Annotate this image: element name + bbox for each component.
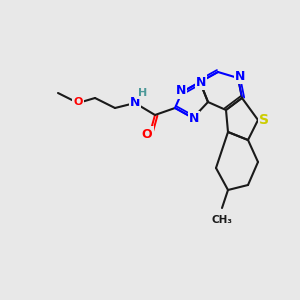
- Text: CH₃: CH₃: [212, 215, 233, 225]
- Text: O: O: [142, 128, 152, 140]
- Text: N: N: [235, 70, 245, 83]
- Text: N: N: [176, 85, 186, 98]
- Text: O: O: [73, 97, 83, 107]
- Text: N: N: [130, 97, 140, 110]
- Text: N: N: [189, 112, 199, 125]
- Text: N: N: [196, 76, 206, 88]
- Text: S: S: [259, 113, 269, 127]
- Text: H: H: [138, 88, 148, 98]
